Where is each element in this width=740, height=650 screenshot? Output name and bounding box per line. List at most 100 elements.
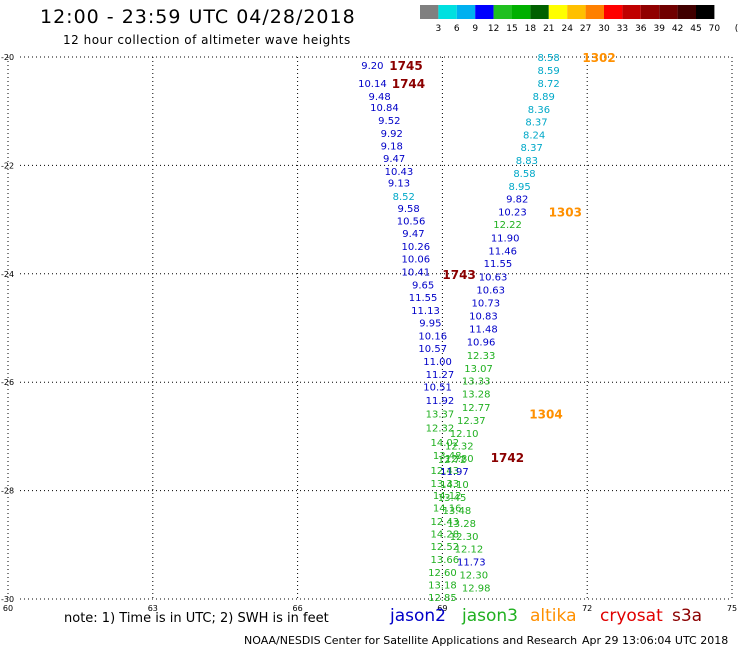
swh-point-label: 8.37 xyxy=(521,143,543,154)
x-tick-label: 69 xyxy=(437,604,447,613)
swh-point-label: 14.12 xyxy=(433,491,462,502)
colorbar-cell xyxy=(438,5,457,19)
swh-point-label: 10.51 xyxy=(423,383,452,394)
swh-point-label: 10.84 xyxy=(370,103,399,114)
swh-point-label: 12.12 xyxy=(455,545,484,556)
swh-point-label: 8.95 xyxy=(508,182,530,193)
colorbar-label: 33 xyxy=(617,24,628,34)
swh-point-label: 10.23 xyxy=(498,207,527,218)
generated-timestamp: Apr 29 13:06:04 UTC 2018 xyxy=(582,634,729,647)
swh-point-label: 13.48 xyxy=(433,451,462,462)
colorbar-label: 15 xyxy=(506,24,517,34)
swh-point-label: 10.16 xyxy=(418,332,447,343)
swh-point-label: 12.22 xyxy=(493,220,522,231)
chart-plot: 60 63 66 69 72 75 -20 -22 -24 -26 -28 -30 9.20 10.14… xyxy=(1,51,737,613)
colorbar-cell xyxy=(677,5,696,19)
swh-point-label: 8.24 xyxy=(523,131,545,142)
swh-point-label: 12.72 xyxy=(438,455,467,466)
pass-id-label: 1742 xyxy=(491,451,524,465)
colorbar-label: 39 xyxy=(653,24,665,34)
swh-point-label: 13.28 xyxy=(447,519,476,530)
swh-point-label: 8.89 xyxy=(533,92,555,103)
swh-point-label: 10.63 xyxy=(479,273,508,284)
colorbar-cell xyxy=(548,5,568,19)
swh-point-label: 12.60 xyxy=(428,568,457,579)
colorbar-cell xyxy=(640,5,660,19)
y-tick-label: -26 xyxy=(1,378,14,387)
legend-s3a: s3a xyxy=(672,606,703,626)
swh-point-label: 9.18 xyxy=(381,141,403,152)
colorbar-label: 24 xyxy=(561,24,573,34)
legend-cryosat: cryosat xyxy=(600,606,663,626)
swh-point-label: 9.92 xyxy=(381,129,403,140)
colorbar-label: 30 xyxy=(598,24,610,34)
colorbar-cell xyxy=(622,5,641,19)
swh-point-label: 9.13 xyxy=(388,179,410,190)
x-tick-label: 72 xyxy=(582,604,592,613)
swh-point-label: 12.52 xyxy=(430,542,459,553)
swh-point-label: 12.98 xyxy=(462,584,491,595)
swh-point-label: 11.73 xyxy=(457,558,486,569)
colorbar-cell xyxy=(456,5,476,19)
y-tick-label: -28 xyxy=(1,487,14,496)
colorbar-label: 27 xyxy=(580,24,591,34)
swh-point-label: 13.33 xyxy=(430,479,459,490)
colorbar-label: 18 xyxy=(525,24,537,34)
swh-point-label: 13.48 xyxy=(443,506,472,517)
swh-point-label: 9.95 xyxy=(419,319,441,330)
swh-point-label: 9.20 xyxy=(361,61,383,72)
swh-point-label: 8.59 xyxy=(537,66,559,77)
colorbar-cell xyxy=(567,5,586,19)
swh-point-label: 13.37 xyxy=(426,410,455,421)
swh-point-label: 13.66 xyxy=(430,555,459,566)
swh-point-label: 10.43 xyxy=(385,167,414,178)
colorbar-cell xyxy=(493,5,512,19)
swh-point-label: 13.18 xyxy=(428,580,457,591)
colorbar-label: 42 xyxy=(672,24,683,34)
colorbar-cell xyxy=(475,5,494,19)
swh-point-label: 12.30 xyxy=(450,532,479,543)
swh-point-label: 13.07 xyxy=(464,364,493,375)
swh-point-label: 8.52 xyxy=(393,192,415,203)
y-tick-label: -24 xyxy=(1,270,14,279)
y-tick-label: -20 xyxy=(1,53,14,62)
colorbar-label: (ft) xyxy=(735,24,738,34)
colorbar-cell xyxy=(585,5,604,19)
swh-point-label: 12.32 xyxy=(426,424,455,435)
colorbar-cell xyxy=(530,5,549,19)
colorbar-label: 45 xyxy=(690,24,701,34)
swh-point-label: 13.45 xyxy=(438,493,467,504)
swh-point-label: 11.92 xyxy=(426,396,455,407)
x-tick-label: 63 xyxy=(148,604,158,613)
swh-point-label: 11.97 xyxy=(440,467,469,478)
swh-point-label: 14.28 xyxy=(430,529,459,540)
swh-point-label: 10.57 xyxy=(418,344,447,355)
y-tick-label: -30 xyxy=(1,595,14,604)
swh-point-label: 12.10 xyxy=(450,429,479,440)
swh-point-label: 8.72 xyxy=(537,79,559,90)
colorbar-label: 70 xyxy=(709,24,721,34)
swh-point-label: 8.58 xyxy=(513,169,535,180)
colorbar-cell xyxy=(420,5,439,19)
swh-point-label: 13.28 xyxy=(462,390,491,401)
swh-point-label: 8.37 xyxy=(525,117,547,128)
swh-point-label: 12.33 xyxy=(467,351,496,362)
swh-point-label: 12.77 xyxy=(462,403,491,414)
chart-subtitle: 12 hour collection of altimeter wave hei… xyxy=(63,33,351,47)
swh-point-label: 9.82 xyxy=(506,194,528,205)
legend-jason2: jason2 xyxy=(390,606,446,626)
swh-point-label: 10.41 xyxy=(402,268,431,279)
x-tick-label: 66 xyxy=(293,604,303,613)
credit-text: NOAA/NESDIS Center for Satellite Applica… xyxy=(244,634,578,647)
colorbar-cell xyxy=(659,5,678,19)
swh-point-label: 12.32 xyxy=(445,442,474,453)
swh-point-label: 9.47 xyxy=(402,229,424,240)
x-tick-label: 75 xyxy=(727,604,737,613)
pass-id-label: 1745 xyxy=(389,59,422,73)
pass-id-label: 1303 xyxy=(549,205,582,219)
swh-point-label: 11.46 xyxy=(488,246,517,257)
swh-point-label: 9.65 xyxy=(412,281,434,292)
colorbar-cell xyxy=(512,5,531,19)
swh-point-label: 11.13 xyxy=(411,306,440,317)
